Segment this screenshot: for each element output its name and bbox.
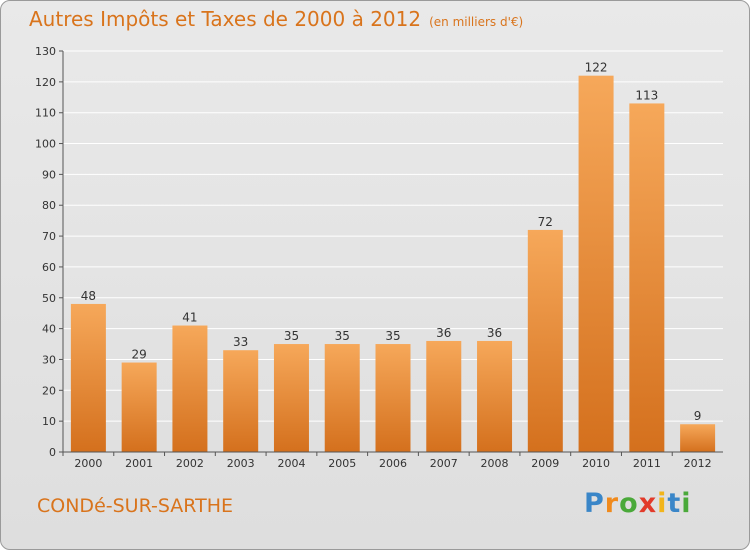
y-tick-label: 80 [42,199,56,212]
y-tick-label: 20 [42,384,56,397]
logo-letter: i [681,488,692,519]
bar [527,229,563,452]
bar-value-label: 41 [182,311,197,325]
bar-value-label: 29 [132,348,147,362]
y-tick-label: 0 [49,446,56,459]
x-tick-label: 2002 [176,457,204,470]
bar-value-label: 113 [635,88,658,102]
bar [629,103,665,452]
bar-value-label: 9 [694,409,702,423]
bar-value-label: 122 [585,61,608,75]
bar [223,350,259,452]
bar-value-label: 36 [487,326,502,340]
y-tick-label: 130 [35,45,56,58]
bar [172,325,208,452]
bar [578,75,614,452]
x-tick-label: 2000 [74,457,102,470]
bar [121,362,157,452]
logo-letter: P [584,488,605,519]
bar [375,344,411,452]
bar-value-label: 48 [81,289,96,303]
x-tick-label: 2001 [125,457,153,470]
chart-title: Autres Impôts et Taxes de 2000 à 2012 [29,7,422,31]
logo-letter: x [638,488,658,519]
commune-name: CONDé-SUR-SARTHE [37,495,233,517]
y-tick-label: 90 [42,168,56,181]
y-tick-label: 50 [42,292,56,305]
bar-value-label: 36 [436,326,451,340]
bar-value-label: 33 [233,335,248,349]
bar [426,340,462,452]
logo-letter: i [657,488,668,519]
y-tick-label: 30 [42,353,56,366]
bar [70,303,106,452]
bar [324,344,360,452]
x-tick-label: 2008 [481,457,509,470]
x-tick-label: 2004 [277,457,305,470]
bar-value-label: 35 [385,329,400,343]
x-tick-label: 2012 [684,457,712,470]
bar-value-label: 35 [335,329,350,343]
bar [477,340,513,452]
y-tick-label: 10 [42,415,56,428]
x-tick-label: 2009 [531,457,559,470]
x-tick-label: 2011 [633,457,661,470]
y-tick-label: 40 [42,323,56,336]
y-tick-label: 110 [35,107,56,120]
chart-title-block: Autres Impôts et Taxes de 2000 à 2012 (en… [29,7,523,31]
x-tick-label: 2007 [430,457,458,470]
x-tick-label: 2005 [328,457,356,470]
bar [680,424,716,452]
y-tick-label: 60 [42,261,56,274]
logo-letter: r [604,488,620,519]
bar-value-label: 72 [538,215,553,229]
logo-letter: t [667,488,682,519]
y-tick-label: 120 [35,76,56,89]
y-tick-label: 100 [35,138,56,151]
bar-value-label: 35 [284,329,299,343]
x-tick-label: 2006 [379,457,407,470]
chart-subtitle: (en milliers d'€) [429,15,524,29]
bar [273,344,309,452]
proxiti-logo[interactable]: Proxiti [584,488,692,519]
logo-letter: o [619,488,639,519]
y-tick-label: 70 [42,230,56,243]
x-tick-label: 2010 [582,457,610,470]
x-tick-label: 2003 [227,457,255,470]
